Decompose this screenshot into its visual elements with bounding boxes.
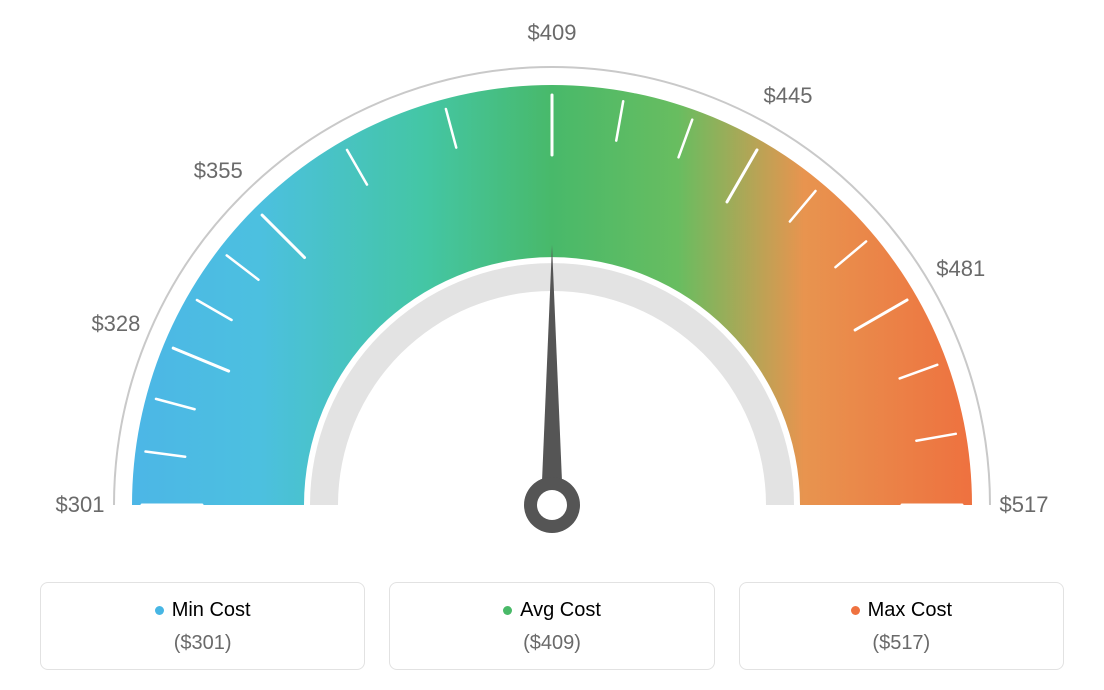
gauge-tick-label: $445 bbox=[764, 83, 813, 109]
legend-row: Min Cost ($301) Avg Cost ($409) Max Cost… bbox=[0, 582, 1104, 670]
legend-card-min: Min Cost ($301) bbox=[40, 582, 365, 670]
gauge-chart: $301 $328 $355 $409 $445 $481 $517 bbox=[0, 0, 1104, 560]
legend-title-avg: Avg Cost bbox=[503, 599, 601, 622]
legend-dot-min bbox=[155, 606, 164, 615]
legend-value-avg: ($409) bbox=[400, 632, 703, 655]
gauge-tick-label: $409 bbox=[528, 20, 577, 46]
gauge-tick-label: $328 bbox=[91, 311, 140, 337]
legend-value-max: ($517) bbox=[750, 632, 1053, 655]
legend-dot-max bbox=[851, 606, 860, 615]
legend-title-min: Min Cost bbox=[155, 599, 251, 622]
gauge-tick-label: $481 bbox=[936, 256, 985, 282]
gauge-tick-label: $517 bbox=[1000, 492, 1049, 518]
legend-dot-avg bbox=[503, 606, 512, 615]
gauge-tick-label: $301 bbox=[56, 492, 105, 518]
gauge-tick-label: $355 bbox=[194, 158, 243, 184]
legend-title-max: Max Cost bbox=[851, 599, 952, 622]
legend-label-min: Min Cost bbox=[172, 599, 251, 622]
legend-label-avg: Avg Cost bbox=[520, 599, 601, 622]
legend-label-max: Max Cost bbox=[868, 599, 952, 622]
legend-card-max: Max Cost ($517) bbox=[739, 582, 1064, 670]
legend-value-min: ($301) bbox=[51, 632, 354, 655]
legend-card-avg: Avg Cost ($409) bbox=[389, 582, 714, 670]
